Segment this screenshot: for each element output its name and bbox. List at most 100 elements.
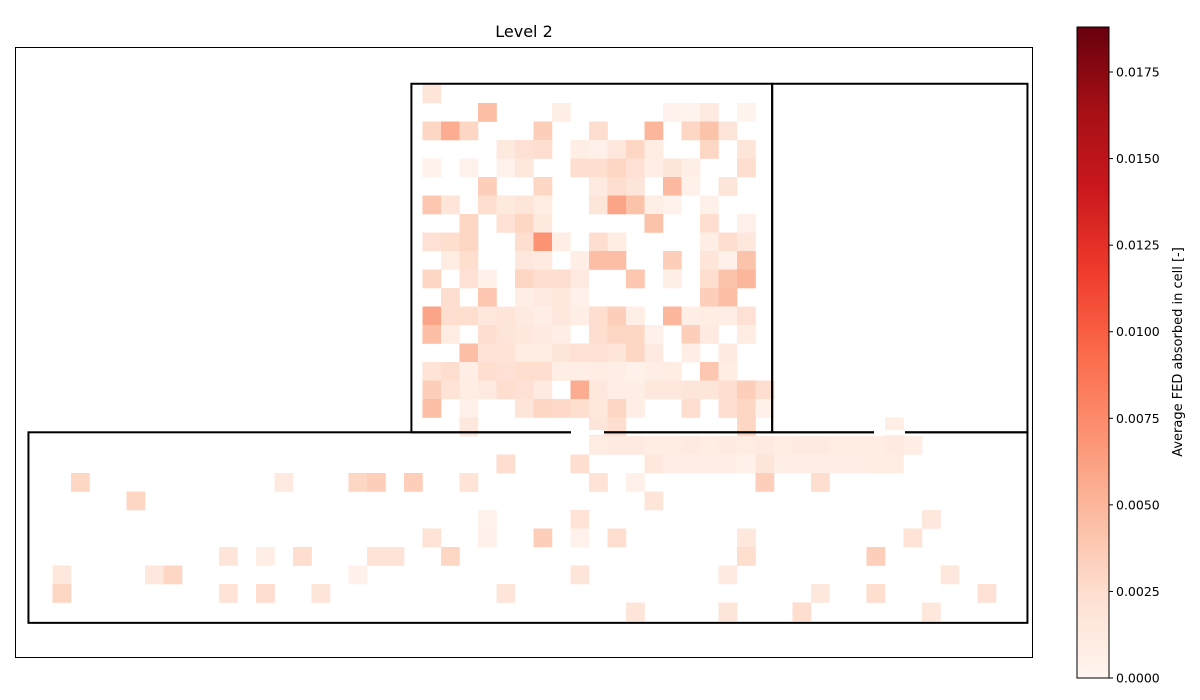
heatmap-cell — [681, 177, 701, 196]
heatmap-cell — [570, 158, 590, 178]
heatmap-cell — [866, 454, 886, 474]
heatmap-plot — [15, 47, 1033, 658]
heatmap-cell — [663, 103, 682, 122]
heatmap-cell — [478, 306, 497, 326]
heatmap-cell — [478, 510, 497, 529]
heatmap-cell — [718, 232, 738, 252]
heatmap-cell — [533, 325, 553, 344]
heatmap-cell — [737, 380, 756, 400]
heatmap-cell — [700, 103, 719, 122]
heatmap-cell — [755, 399, 775, 418]
heatmap-cell — [496, 584, 516, 603]
heatmap-cell — [441, 251, 460, 270]
heatmap-cell — [589, 399, 608, 418]
heatmap-cell — [478, 343, 497, 363]
heatmap-cell — [589, 195, 608, 215]
heatmap-cell — [681, 306, 701, 326]
heatmap-cell — [626, 195, 645, 215]
heatmap-cell — [515, 195, 534, 215]
room-outline-corridor — [27, 431, 1029, 624]
heatmap-cell — [607, 306, 627, 326]
heatmap-cell — [459, 232, 479, 252]
heatmap-cell — [496, 454, 516, 474]
heatmap-cell — [848, 454, 867, 474]
heatmap-cell — [922, 602, 941, 622]
heatmap-cell — [422, 158, 442, 178]
heatmap-cell — [515, 140, 534, 159]
heatmap-cell — [459, 380, 479, 400]
heatmap-cell — [681, 436, 701, 455]
heatmap-cell — [552, 362, 571, 381]
heatmap-cell — [626, 269, 645, 289]
heatmap-cell — [700, 325, 719, 344]
heatmap-cell — [422, 399, 442, 418]
heatmap-cell — [570, 399, 590, 418]
heatmap-cell — [256, 547, 275, 566]
heatmap-cell — [718, 565, 738, 585]
heatmap-cell — [459, 399, 479, 418]
heatmap-cell — [533, 214, 553, 233]
heatmap-cell — [718, 399, 738, 418]
heatmap-cell — [478, 528, 497, 548]
heatmap-cell — [681, 103, 701, 122]
heatmap-cell — [607, 251, 627, 270]
heatmap-cell — [496, 195, 516, 215]
heatmap-cell — [533, 177, 553, 196]
heatmap-cell — [718, 602, 738, 622]
colorbar-tick-label: 0.0150 — [1116, 151, 1160, 166]
heatmap-cell — [589, 306, 608, 326]
heatmap-cell — [866, 436, 886, 455]
heatmap-cell — [718, 269, 738, 289]
heatmap-cell — [589, 380, 608, 400]
heatmap-cell — [700, 269, 719, 289]
heatmap-cell — [496, 343, 516, 363]
colorbar-tick-label: 0.0075 — [1116, 411, 1160, 426]
colorbar-tick-label: 0.0125 — [1116, 238, 1160, 253]
heatmap-cell — [478, 380, 497, 400]
heatmap-cell — [607, 399, 627, 418]
heatmap-cell — [737, 325, 756, 344]
heatmap-cell — [515, 399, 534, 418]
heatmap-cell — [885, 454, 904, 474]
heatmap-cell — [478, 103, 497, 122]
heatmap-cell — [367, 473, 386, 492]
heatmap-cell — [367, 547, 386, 566]
heatmap-cell — [459, 306, 479, 326]
heatmap-cell — [663, 362, 682, 381]
heatmap-cell — [515, 214, 534, 233]
heatmap-cell — [811, 454, 830, 474]
heatmap-cell — [755, 473, 775, 492]
heatmap-cell — [441, 121, 460, 141]
heatmap-cell — [422, 232, 442, 252]
heatmap-cell — [663, 306, 682, 326]
heatmap-cell — [644, 454, 664, 474]
heatmap-cell — [903, 436, 923, 455]
heatmap-cell — [422, 362, 442, 381]
heatmap-cell — [459, 362, 479, 381]
chart-title: Level 2 — [495, 22, 553, 41]
heatmap-cell — [718, 251, 738, 270]
heatmap-cell — [533, 288, 553, 307]
heatmap-cell — [626, 158, 645, 178]
heatmap-cell — [718, 362, 738, 381]
heatmap-cell — [700, 251, 719, 270]
colorbar-tick-label: 0.0100 — [1116, 324, 1160, 339]
heatmap-cell — [589, 140, 608, 159]
heatmap-cell — [700, 306, 719, 326]
heatmap-cell — [219, 547, 238, 566]
heatmap-cell — [811, 436, 830, 455]
heatmap-cell — [718, 288, 738, 307]
heatmap-cell — [533, 362, 553, 381]
heatmap-cell — [718, 306, 738, 326]
heatmap-cell — [607, 436, 627, 455]
heatmap-cell — [126, 491, 146, 511]
heatmap-cell — [589, 343, 608, 363]
heatmap-cell — [607, 195, 627, 215]
heatmap-cell — [348, 473, 368, 492]
heatmap-cell — [644, 214, 664, 233]
heatmap-cell — [626, 473, 645, 492]
heatmap-cell — [478, 325, 497, 344]
heatmap-cell — [644, 380, 664, 400]
colorbar-tick-label: 0.0050 — [1116, 497, 1160, 512]
heatmap-cell — [570, 343, 590, 363]
